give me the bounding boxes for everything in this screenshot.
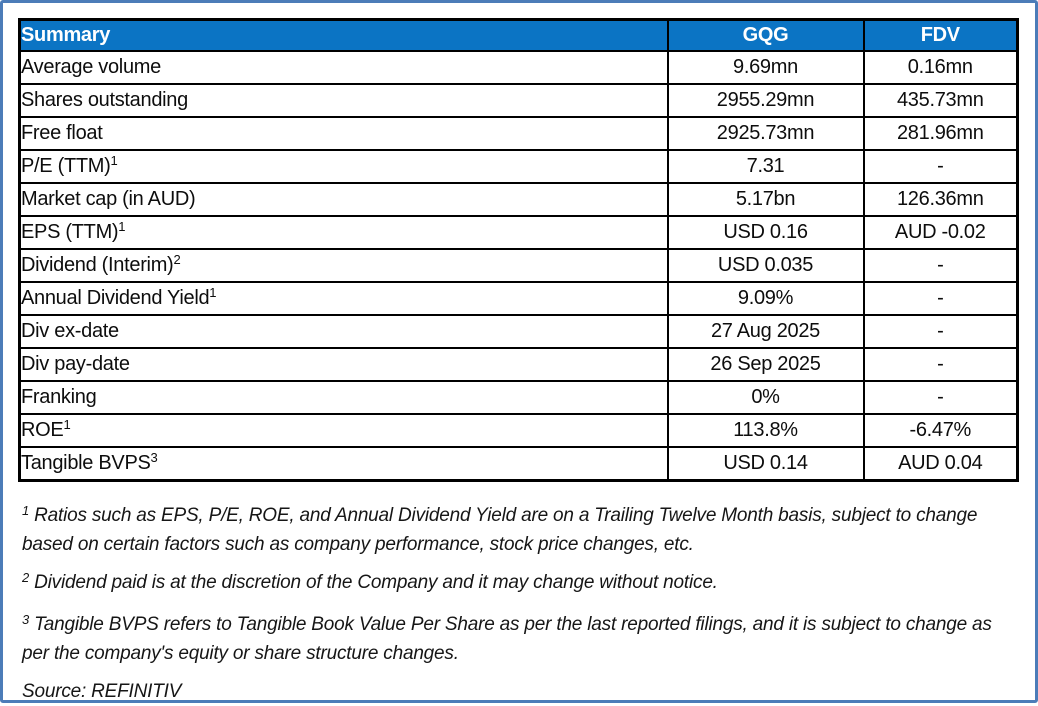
table-row: Tangible BVPS3 USD 0.14 AUD 0.04 bbox=[18, 446, 1019, 482]
footnotes-section: 1 Ratios such as EPS, P/E, ROE, and Annu… bbox=[22, 501, 1022, 706]
gqg-value: 9.69mn bbox=[666, 50, 865, 85]
table-row: Average volume 9.69mn 0.16mn bbox=[18, 50, 1019, 85]
metric-label: Div pay-date bbox=[18, 347, 669, 382]
header-fdv: FDV bbox=[862, 18, 1019, 52]
fdv-value: AUD -0.02 bbox=[862, 215, 1019, 250]
table-row: Div pay-date 26 Sep 2025 - bbox=[18, 347, 1019, 382]
metric-label: Div ex-date bbox=[18, 314, 669, 349]
fdv-value: 435.73mn bbox=[862, 83, 1019, 118]
gqg-value: 26 Sep 2025 bbox=[666, 347, 865, 382]
metric-label: Franking bbox=[18, 380, 669, 415]
table-row: Div ex-date 27 Aug 2025 - bbox=[18, 314, 1019, 349]
table-row: Dividend (Interim)2 USD 0.035 - bbox=[18, 248, 1019, 283]
table-row: Shares outstanding 2955.29mn 435.73mn bbox=[18, 83, 1019, 118]
metric-label: ROE1 bbox=[18, 413, 669, 448]
gqg-value: 7.31 bbox=[666, 149, 865, 184]
fdv-value: - bbox=[862, 347, 1019, 382]
summary-table: Summary GQG FDV Average volume 9.69mn 0.… bbox=[18, 18, 1019, 482]
metric-label: Tangible BVPS3 bbox=[18, 446, 669, 482]
metric-label: Free float bbox=[18, 116, 669, 151]
gqg-value: USD 0.16 bbox=[666, 215, 865, 250]
table-row: P/E (TTM)1 7.31 - bbox=[18, 149, 1019, 184]
gqg-value: 27 Aug 2025 bbox=[666, 314, 865, 349]
fdv-value: -6.47% bbox=[862, 413, 1019, 448]
source-line: Source: REFINITIV bbox=[22, 681, 182, 703]
gqg-value: 0% bbox=[666, 380, 865, 415]
gqg-value: 2955.29mn bbox=[666, 83, 865, 118]
metric-label: Market cap (in AUD) bbox=[18, 182, 669, 217]
footnote-2-marker: 2 bbox=[22, 570, 30, 586]
fdv-value: - bbox=[862, 281, 1019, 316]
gqg-value: 5.17bn bbox=[666, 182, 865, 217]
table-header-row: Summary GQG FDV bbox=[18, 18, 1019, 52]
gqg-value: 113.8% bbox=[666, 413, 865, 448]
footnote-1-marker: 1 bbox=[22, 503, 30, 518]
fdv-value: - bbox=[862, 149, 1019, 184]
header-summary: Summary bbox=[18, 18, 669, 52]
summary-table-container: Summary GQG FDV Average volume 9.69mn 0.… bbox=[18, 18, 1019, 482]
fdv-value: - bbox=[862, 380, 1019, 415]
gqg-value: 2925.73mn bbox=[666, 116, 865, 151]
table-row: EPS (TTM)1 USD 0.16 AUD -0.02 bbox=[18, 215, 1019, 250]
footnote-3-marker: 3 bbox=[22, 612, 30, 628]
fdv-value: AUD 0.04 bbox=[862, 446, 1019, 482]
header-gqg: GQG bbox=[666, 18, 865, 52]
metric-label: EPS (TTM)1 bbox=[18, 215, 669, 250]
gqg-value: 9.09% bbox=[666, 281, 865, 316]
table-row: Annual Dividend Yield1 9.09% - bbox=[18, 281, 1019, 316]
footnote-3: 3 Tangible BVPS refers to Tangible Book … bbox=[22, 612, 992, 665]
fdv-value: 281.96mn bbox=[862, 116, 1019, 151]
table-row: Free float 2925.73mn 281.96mn bbox=[18, 116, 1019, 151]
fdv-value: - bbox=[862, 314, 1019, 349]
metric-label: P/E (TTM)1 bbox=[18, 149, 669, 184]
fdv-value: 126.36mn bbox=[862, 182, 1019, 217]
fdv-value: 0.16mn bbox=[862, 50, 1019, 85]
table-row: Market cap (in AUD) 5.17bn 126.36mn bbox=[18, 182, 1019, 217]
gqg-value: USD 0.14 bbox=[666, 446, 865, 482]
table-row: ROE1 113.8% -6.47% bbox=[18, 413, 1019, 448]
metric-label: Annual Dividend Yield1 bbox=[18, 281, 669, 316]
footnote-2: 2 Dividend paid is at the discretion of … bbox=[22, 570, 718, 594]
metric-label: Average volume bbox=[18, 50, 669, 85]
metric-label: Shares outstanding bbox=[18, 83, 669, 118]
footnote-1: 1 Ratios such as EPS, P/E, ROE, and Annu… bbox=[22, 503, 978, 556]
metric-label: Dividend (Interim)2 bbox=[18, 248, 669, 283]
gqg-value: USD 0.035 bbox=[666, 248, 865, 283]
fdv-value: - bbox=[862, 248, 1019, 283]
table-row: Franking 0% - bbox=[18, 380, 1019, 415]
